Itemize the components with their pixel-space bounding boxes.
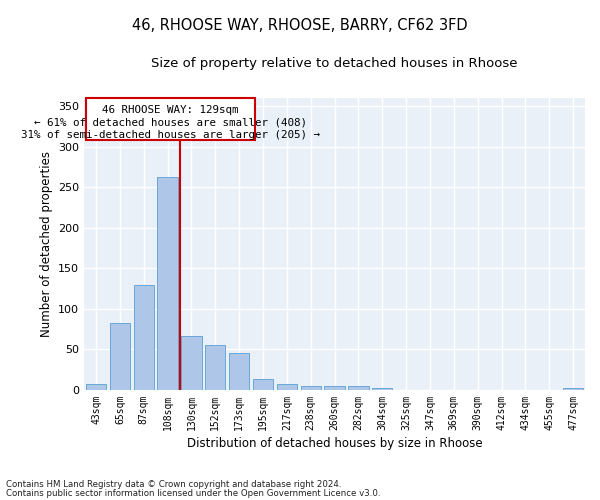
Bar [157,176,178,390]
Text: ← 61% of detached houses are smaller (408): ← 61% of detached houses are smaller (40… [34,118,307,128]
Text: 46 RHOOSE WAY: 129sqm: 46 RHOOSE WAY: 129sqm [103,104,239,115]
Bar [325,386,344,390]
FancyBboxPatch shape [86,98,256,140]
Bar [301,386,321,390]
Text: 31% of semi-detached houses are larger (205) →: 31% of semi-detached houses are larger (… [21,130,320,140]
Bar [86,384,106,390]
Y-axis label: Number of detached properties: Number of detached properties [40,151,53,337]
X-axis label: Distribution of detached houses by size in Rhoose: Distribution of detached houses by size … [187,437,482,450]
Bar [110,322,130,390]
Bar [253,378,273,390]
Text: 46, RHOOSE WAY, RHOOSE, BARRY, CF62 3FD: 46, RHOOSE WAY, RHOOSE, BARRY, CF62 3FD [132,18,468,32]
Bar [348,386,368,390]
Bar [134,284,154,390]
Bar [372,388,392,390]
Bar [563,388,583,390]
Text: Contains HM Land Registry data © Crown copyright and database right 2024.: Contains HM Land Registry data © Crown c… [6,480,341,489]
Bar [229,354,249,390]
Bar [205,344,226,390]
Bar [181,336,202,390]
Title: Size of property relative to detached houses in Rhoose: Size of property relative to detached ho… [151,58,518,70]
Text: Contains public sector information licensed under the Open Government Licence v3: Contains public sector information licen… [6,488,380,498]
Bar [277,384,297,390]
